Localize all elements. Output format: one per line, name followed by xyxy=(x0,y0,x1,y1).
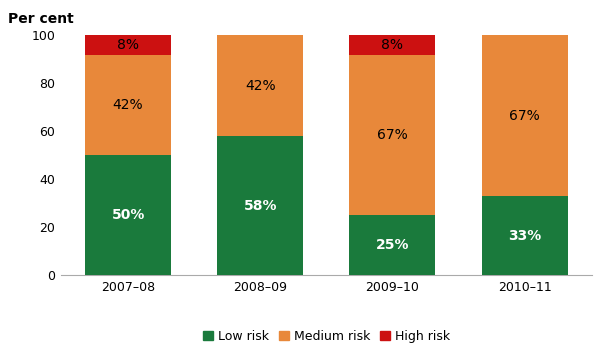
Legend: Low risk, Medium risk, High risk: Low risk, Medium risk, High risk xyxy=(198,325,455,348)
Text: 33%: 33% xyxy=(508,229,541,243)
Bar xyxy=(350,54,436,215)
Text: 25%: 25% xyxy=(376,238,409,252)
Text: Per cent: Per cent xyxy=(8,12,74,26)
Bar xyxy=(217,35,303,136)
Bar xyxy=(85,35,171,54)
Bar xyxy=(217,136,303,275)
Text: 67%: 67% xyxy=(509,109,540,123)
Text: 50%: 50% xyxy=(112,208,145,222)
Bar xyxy=(350,35,436,54)
Text: 8%: 8% xyxy=(117,38,139,52)
Bar xyxy=(85,155,171,275)
Text: 8%: 8% xyxy=(381,38,403,52)
Text: 67%: 67% xyxy=(377,128,408,142)
Text: 58%: 58% xyxy=(243,199,277,213)
Bar xyxy=(482,35,567,196)
Text: 42%: 42% xyxy=(245,79,276,93)
Bar xyxy=(482,196,567,275)
Bar xyxy=(350,215,436,275)
Text: 42%: 42% xyxy=(113,98,143,112)
Bar xyxy=(85,54,171,155)
